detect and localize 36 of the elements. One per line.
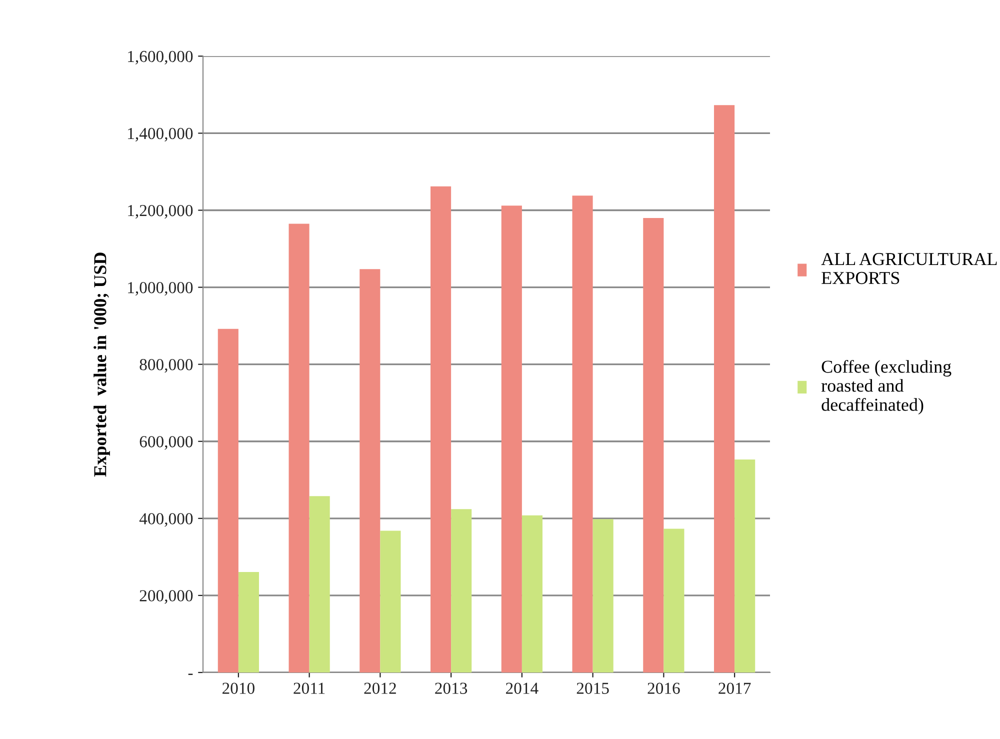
bar bbox=[309, 496, 330, 672]
y-axis-title: Exported value in '000; USD bbox=[94, 252, 110, 477]
bar bbox=[592, 519, 614, 672]
x-tick-label: 2016 bbox=[648, 682, 680, 694]
bar bbox=[522, 515, 542, 672]
y-tick-label: 1,000,000 bbox=[128, 282, 193, 296]
bar bbox=[288, 224, 310, 672]
x-tick-label: 2015 bbox=[576, 682, 609, 694]
bar bbox=[734, 459, 756, 672]
bar bbox=[430, 186, 452, 672]
x-tick-label: 2017 bbox=[718, 682, 751, 694]
x-tick-label: 2011 bbox=[294, 682, 325, 694]
bar bbox=[451, 509, 472, 672]
bar bbox=[360, 269, 380, 672]
y-tick-label: 800,000 bbox=[140, 359, 193, 373]
bar bbox=[714, 105, 735, 672]
legend-label: ALL AGRICULTURAL EXPORTS bbox=[821, 253, 997, 284]
x-tick-label: 2010 bbox=[222, 682, 254, 694]
x-tick-label: 2012 bbox=[364, 682, 396, 694]
y-tick-label: 1,400,000 bbox=[128, 128, 193, 142]
bar bbox=[238, 572, 259, 672]
y-tick-label: 1,600,000 bbox=[128, 50, 193, 65]
y-tick-label: - bbox=[188, 674, 193, 675]
x-tick-label: 2013 bbox=[435, 682, 468, 694]
bar bbox=[664, 528, 684, 672]
bar bbox=[218, 328, 238, 672]
y-tick-label: 200,000 bbox=[140, 590, 193, 604]
y-tick-label: 1,200,000 bbox=[128, 204, 193, 219]
x-tick-label: 2014 bbox=[506, 682, 538, 694]
bar bbox=[380, 530, 401, 672]
bar bbox=[643, 218, 664, 672]
bar bbox=[572, 196, 593, 672]
bar bbox=[501, 206, 522, 672]
y-tick-label: 400,000 bbox=[139, 513, 193, 527]
legend-label: Coffee (excluding roasted and decaffeinated) bbox=[821, 360, 952, 415]
y-tick-label: 600,000 bbox=[140, 436, 193, 450]
